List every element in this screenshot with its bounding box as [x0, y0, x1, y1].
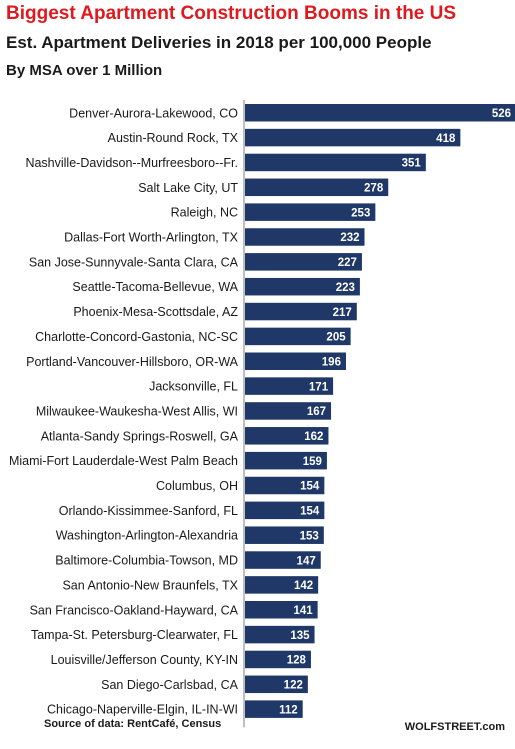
bar [245, 650, 311, 669]
bar [245, 451, 327, 470]
data-label: 162 [304, 431, 323, 443]
data-label: 122 [284, 680, 303, 692]
bar [245, 675, 308, 694]
bar [245, 352, 346, 370]
category-label: Raleigh, NC [171, 206, 238, 220]
category-label: Washington-Arlington-Alexandria [56, 529, 238, 543]
data-label: 154 [300, 481, 320, 493]
data-label: 171 [309, 381, 329, 393]
category-label: Orlando-Kissimmee-Sanford, FL [59, 504, 238, 518]
bar [245, 476, 325, 495]
credit-text: WOLFSTREET.com [404, 721, 505, 733]
category-label: Miami-Fort Lauderdale-West Palm Beach [9, 454, 238, 468]
bar [245, 104, 515, 122]
category-label: Seattle-Tacoma-Bellevue, WA [72, 280, 238, 294]
chart-title: Biggest Apartment Construction Booms in … [6, 3, 457, 24]
category-label: Dallas-Fort Worth-Arlington, TX [64, 231, 239, 245]
chart-subtitle: Est. Apartment Deliveries in 2018 per 10… [6, 33, 432, 52]
category-label: Phoenix-Mesa-Scottsdale, AZ [73, 305, 238, 319]
data-label: 526 [492, 108, 511, 120]
category-label: Columbus, OH [156, 479, 238, 493]
bar [245, 228, 365, 246]
bar [245, 700, 303, 718]
bar [245, 253, 362, 271]
category-label: San Jose-Sunnyvale-Santa Clara, CA [29, 255, 239, 269]
data-label: 232 [340, 232, 359, 244]
bar [245, 551, 321, 569]
data-label: 112 [279, 704, 298, 716]
category-label: Chicago-Naperville-Elgin, IL-IN-WI [47, 703, 238, 717]
data-label: 227 [338, 257, 357, 269]
bar [245, 277, 360, 296]
bar [245, 327, 351, 346]
bar [245, 526, 324, 544]
data-label: 196 [322, 356, 341, 368]
data-label: 223 [336, 282, 355, 294]
category-label: Milwaukee-Waukesha-West Allis, WI [36, 404, 238, 418]
bar [245, 128, 461, 147]
category-label: Jacksonville, FL [149, 380, 238, 394]
data-label: 418 [436, 133, 456, 145]
category-label: Denver-Aurora-Lakewood, CO [69, 106, 238, 120]
category-label: Portland-Vancouver-Hillsboro, OR-WA [26, 355, 239, 369]
category-label: Atlanta-Sandy Springs-Roswell, GA [41, 429, 239, 443]
data-label: 135 [290, 630, 310, 642]
category-label: Austin-Round Rock, TX [108, 131, 239, 145]
category-label: Salt Lake City, UT [138, 181, 238, 195]
category-label: Nashville-Davidson--Murfreesboro--Fr. [25, 156, 238, 170]
bar [245, 402, 332, 420]
category-label: Louisville/Jefferson County, KY-IN [51, 653, 238, 667]
data-label: 205 [326, 332, 346, 344]
data-label: 351 [402, 158, 422, 170]
data-label: 147 [297, 555, 316, 567]
chart-subtitle-2: By MSA over 1 Million [6, 62, 163, 79]
source-note: Source of data: RentCafé, Census [44, 718, 222, 730]
data-label: 154 [300, 506, 320, 518]
category-label: San Antonio-New Braunfels, TX [62, 578, 238, 592]
data-label: 142 [294, 580, 313, 592]
category-label: San Diego-Carlsbad, CA [101, 678, 239, 692]
category-label: San Francisco-Oakland-Hayward, CA [30, 603, 239, 617]
data-label: 253 [351, 207, 370, 219]
bar [245, 302, 357, 321]
bar [245, 203, 376, 221]
bar [245, 153, 426, 172]
category-label: Tampa-St. Petersburg-Clearwater, FL [31, 628, 238, 642]
category-label: Charlotte-Concord-Gastonia, NC-SC [35, 330, 238, 344]
data-label: 128 [287, 655, 307, 667]
bar [245, 377, 334, 395]
data-label: 141 [293, 605, 313, 617]
data-label: 217 [333, 307, 352, 319]
data-label: 278 [364, 183, 384, 195]
category-label: Baltimore-Columbia-Towson, MD [55, 554, 238, 568]
bar [245, 576, 319, 594]
data-label: 159 [303, 456, 322, 468]
bar [245, 427, 329, 445]
data-label: 153 [300, 530, 319, 542]
bar [245, 178, 389, 197]
data-label: 167 [307, 406, 326, 418]
bar [245, 625, 315, 644]
bar [245, 501, 325, 520]
bar [245, 601, 318, 619]
